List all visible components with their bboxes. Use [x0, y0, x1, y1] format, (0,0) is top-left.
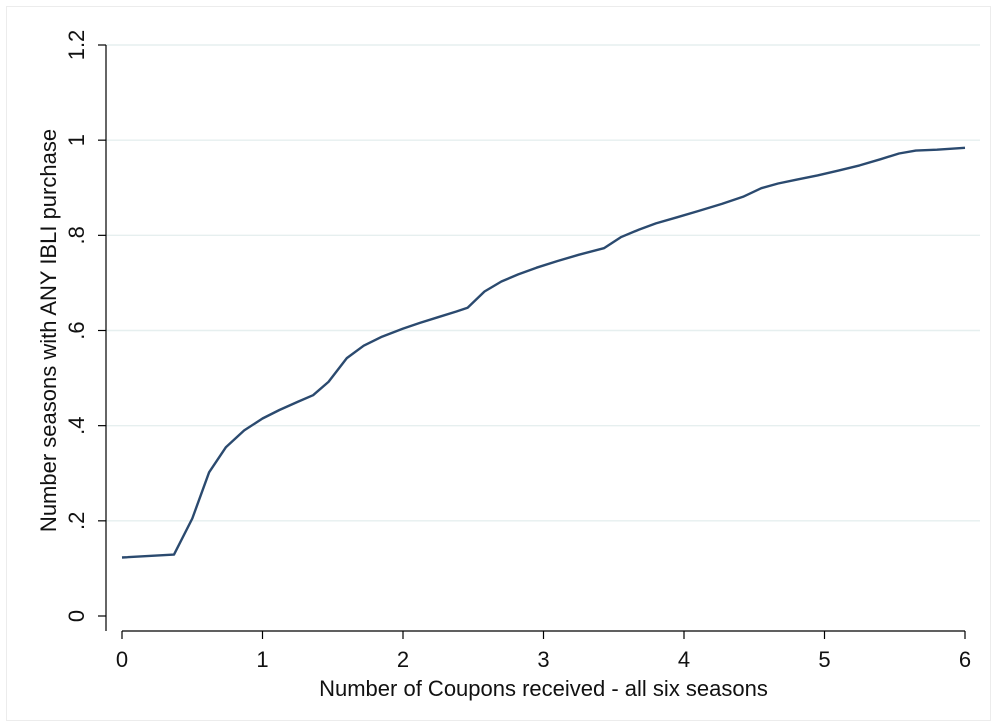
x-tick-label-5: 5 — [818, 647, 830, 672]
x-tick-label-2: 2 — [397, 647, 409, 672]
y-tick-label-0: 0 — [64, 610, 89, 622]
y-tick-label-4: .8 — [64, 226, 89, 244]
y-tick-label-5: 1 — [64, 134, 89, 146]
x-axis-title: Number of Coupons received - all six sea… — [319, 676, 768, 701]
x-tick-label-1: 1 — [256, 647, 268, 672]
gridlines — [106, 44, 980, 522]
chart-frame — [6, 6, 991, 721]
y-tick-label-1: .2 — [64, 512, 89, 530]
series-line — [121, 146, 966, 559]
y-tick-label-3: .6 — [64, 321, 89, 339]
y-axis-title: Number seasons with ANY IBLI purchase — [36, 129, 61, 532]
x-tick-label-3: 3 — [537, 647, 549, 672]
y-tick-label-2: .4 — [64, 416, 89, 434]
x-tick-label-4: 4 — [678, 647, 690, 672]
tick-labels: 0 .2 .4 .6 .8 1 1.2 0 1 2 3 4 5 6 — [64, 30, 971, 672]
axes — [105, 45, 965, 632]
x-tick-label-0: 0 — [116, 647, 128, 672]
x-tick-label-6: 6 — [959, 647, 971, 672]
y-tick-label-6: 1.2 — [64, 30, 89, 61]
tick-marks — [98, 44, 966, 639]
